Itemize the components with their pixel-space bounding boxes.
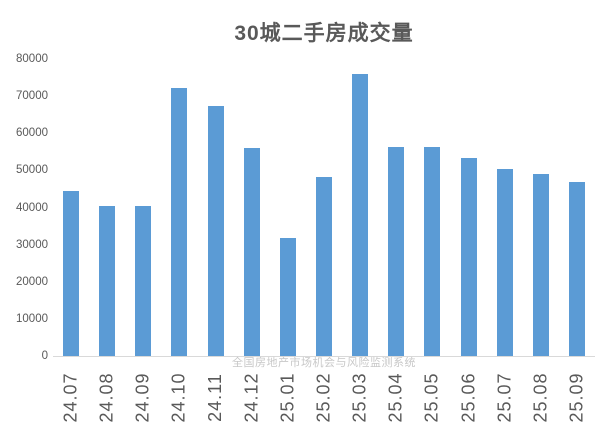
- x-tick: 25.07: [487, 360, 523, 434]
- x-tick: 25.09: [559, 360, 595, 434]
- bar: [207, 106, 224, 356]
- y-tick-label: 50000: [16, 164, 48, 177]
- bar: [352, 73, 369, 356]
- y-tick-label: 20000: [16, 275, 48, 288]
- y-tick-label: 30000: [16, 238, 48, 251]
- y-tick-label: 10000: [16, 312, 48, 325]
- x-tick: 24.10: [161, 360, 197, 434]
- x-tick: 24.09: [125, 360, 161, 434]
- x-tick: 25.03: [342, 360, 378, 434]
- plot-area: [53, 59, 595, 357]
- x-tick-label: 25.04: [385, 371, 406, 423]
- x-tick-label: 25.03: [349, 371, 370, 423]
- bar: [99, 205, 116, 356]
- bar: [63, 191, 80, 356]
- x-tick: 24.12: [234, 360, 270, 434]
- x-axis: 24.07 24.08 24.09 24.10 24.11 24.12 25.01 25.02…: [53, 360, 595, 434]
- x-tick: 25.06: [450, 360, 486, 434]
- x-tick-label: 24.10: [168, 371, 189, 423]
- x-tick: 24.11: [198, 360, 234, 434]
- x-tick: 25.04: [378, 360, 414, 434]
- bar: [135, 205, 152, 356]
- chart-title: 30城二手房成交量: [234, 22, 414, 45]
- bar: [316, 176, 332, 356]
- y-tick-label: 0: [41, 350, 48, 362]
- x-tick-label: 25.07: [494, 371, 515, 423]
- bar: [568, 181, 585, 356]
- bar: [243, 148, 260, 356]
- x-tick-label: 24.08: [96, 371, 117, 423]
- x-tick: 25.01: [270, 360, 306, 434]
- bar: [388, 147, 405, 356]
- x-tick-label: 24.09: [132, 371, 153, 423]
- bar: [171, 87, 188, 356]
- x-tick-label: 25.05: [421, 371, 442, 423]
- y-tick-label: 60000: [16, 127, 48, 140]
- x-tick-label: 25.01: [277, 371, 298, 423]
- bar: [532, 174, 549, 356]
- y-axis: 0 10000 20000 30000 40000 50000 60000 70000 8000…: [0, 53, 48, 362]
- x-tick-label: 25.02: [313, 371, 334, 423]
- bar: [460, 158, 477, 356]
- x-tick-label: 25.09: [566, 371, 587, 423]
- x-tick: 25.08: [523, 360, 559, 434]
- x-tick-label: 24.12: [241, 371, 262, 423]
- y-tick-label: 80000: [16, 53, 48, 65]
- watermark-text: 全国房地产市场机会与风险监测系统: [232, 357, 416, 369]
- x-tick-label: 24.07: [60, 371, 81, 423]
- bar: [424, 147, 441, 356]
- y-tick-label: 40000: [16, 201, 48, 214]
- bar: [279, 237, 296, 356]
- x-tick-label: 25.08: [530, 371, 551, 423]
- x-tick: 25.05: [414, 360, 450, 434]
- x-tick: 25.02: [306, 360, 342, 434]
- y-tick-label: 70000: [16, 90, 48, 103]
- x-tick-label: 24.11: [205, 372, 226, 422]
- bar: [496, 168, 513, 356]
- x-tick: 24.07: [53, 360, 89, 434]
- x-tick: 24.08: [89, 360, 125, 434]
- x-tick-label: 25.06: [458, 371, 479, 423]
